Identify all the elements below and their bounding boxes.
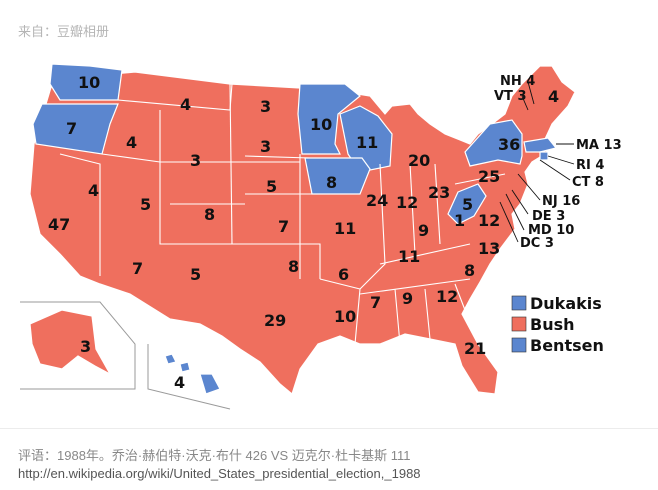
ev-ky: 9 [418,221,429,240]
ev-ga: 12 [436,287,458,306]
ev-me: 4 [548,87,559,106]
ev-nv: 4 [88,181,99,200]
ev-mn: 10 [310,115,332,134]
ev-ny: 36 [498,135,520,154]
callout-lines [499,81,575,243]
state-wisconsin [339,105,393,173]
callout-nh: NH 4 [500,74,535,89]
callout-dc: DC 3 [520,236,554,251]
ev-ia: 8 [326,173,337,192]
legend-swatch-bush [511,316,527,332]
ev-id: 4 [126,133,137,152]
legend-label-bentsen: Bentsen [530,336,604,355]
ev-mo: 11 [334,219,356,238]
ev-mt: 4 [180,95,191,114]
ev-fl: 21 [464,339,486,358]
ev-wv: 5 [462,195,473,214]
election-map: 10 7 47 4 4 4 3 5 7 8 5 3 3 5 7 8 29 10 … [0,44,658,424]
callout-de: DE 3 [532,209,565,224]
inset-frame-alaska [20,301,136,390]
callout-ri: RI 4 [576,158,604,173]
ev-co: 8 [204,205,215,224]
divider [0,428,658,429]
ev-nm: 5 [190,265,201,284]
callout-vt: VT 3 [494,89,527,104]
ev-al: 9 [402,289,413,308]
ev-hi: 4 [174,373,185,392]
legend-swatch-bentsen [511,337,527,353]
ev-nd: 3 [260,97,271,116]
ev-az: 7 [132,259,143,278]
ev-sd: 3 [260,137,271,156]
ev-ak: 3 [80,337,91,356]
callout-md: MD 10 [528,223,574,238]
ev-ks: 7 [278,217,289,236]
caption-text: 评语：1988年。乔治·赫伯特·沃克·布什 426 VS 迈克尔·杜卡基斯 11… [18,448,411,463]
electoral-map-svg: 10 7 47 4 4 4 3 5 7 8 5 3 3 5 7 8 29 10 … [20,63,622,410]
ev-ms: 7 [370,293,381,312]
ev-wy: 3 [190,151,201,170]
ev-ok: 8 [288,257,299,276]
legend: Dukakis Bush Bentsen [511,294,604,355]
mainland-base [29,65,576,396]
legend-label-dukakis: Dukakis [530,294,602,313]
source-url[interactable]: http://en.wikipedia.org/wiki/United_Stat… [18,466,421,481]
callout-ma: MA 13 [576,138,622,153]
state-iowa [304,157,371,195]
ev-wv-b: 1 [454,211,465,230]
ev-ca: 47 [48,215,70,234]
ev-oh: 23 [428,183,450,202]
ev-ne: 5 [266,177,277,196]
ev-nc: 13 [478,239,500,258]
ev-sc: 8 [464,261,475,280]
ev-ar: 6 [338,265,349,284]
ev-va: 12 [478,211,500,230]
state-minnesota [297,83,361,155]
ev-pa: 25 [478,167,500,186]
ev-or: 7 [66,119,77,138]
state-borders [59,83,506,345]
legend-swatch-dukakis [511,295,527,311]
state-massachusetts [523,137,558,153]
ev-tx: 29 [264,311,286,330]
ev-la: 10 [334,307,356,326]
callout-nj: NJ 16 [542,194,580,209]
source-label: 来自：豆瓣相册 [18,24,110,39]
ev-mi: 20 [408,151,430,170]
callout-ct: CT 8 [572,175,604,190]
state-new-york [464,119,523,167]
ev-wi: 11 [356,133,378,152]
legend-label-bush: Bush [530,315,575,334]
ev-il: 24 [366,191,388,210]
state-alaska [29,309,112,376]
state-west-virginia [447,183,487,225]
state-hawaii-islands [164,353,221,395]
inset-frame-hawaii [147,344,231,410]
state-rhode-island [539,151,549,161]
ev-in: 12 [396,193,418,212]
ev-ut: 5 [140,195,151,214]
ev-tn: 11 [398,247,420,266]
ev-wa: 10 [78,73,100,92]
